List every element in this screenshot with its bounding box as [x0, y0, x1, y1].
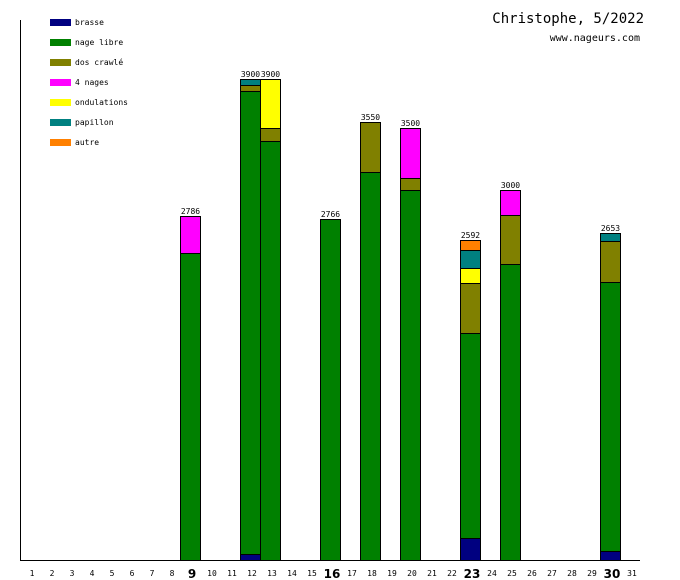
x-tick-label: 20	[407, 569, 417, 578]
bar-segment-day9-4-nages	[180, 216, 201, 254]
x-tick-label: 26	[527, 569, 537, 578]
legend-swatch-dos-crawlé	[50, 59, 71, 66]
legend-label: papillon	[75, 118, 114, 127]
data-label-day13: 3900	[261, 70, 280, 79]
legend-swatch-brasse	[50, 19, 71, 26]
data-label-day16: 2766	[321, 210, 340, 219]
x-tick-label: 21	[427, 569, 437, 578]
legend: brasse nage libre dos crawlé 4 nages ondulat…	[50, 18, 128, 147]
x-tick-label: 6	[130, 569, 135, 578]
bar-segment-day20-nage-libre	[400, 190, 421, 561]
x-tick-label: 12	[247, 569, 257, 578]
bar-segment-day30-papillon	[600, 233, 621, 242]
bar-segment-day18-dos-crawlé	[360, 122, 381, 173]
bar-segment-day16-nage-libre	[320, 219, 341, 561]
x-tick-label: 15	[307, 569, 317, 578]
bar-segment-day25-nage-libre	[500, 264, 521, 561]
bar-segment-day12-papillon	[240, 79, 261, 86]
legend-swatch-autre	[50, 139, 71, 146]
bar-segment-day30-brasse	[600, 551, 621, 561]
bar-segment-day25-dos-crawlé	[500, 215, 521, 265]
data-label-day9: 2786	[181, 207, 200, 216]
x-tick-label: 18	[367, 569, 377, 578]
x-tick-label: 9	[188, 567, 196, 580]
x-tick-labels: 1 2 3 4 5 6 7 8 9 10 11 12 13 14 15 16 17 18 19 20 21 22 23 24 2…	[30, 567, 637, 580]
x-tick-label: 1	[30, 569, 35, 578]
data-label-day20: 3500	[401, 119, 420, 128]
bar-segment-day12-dos-crawlé	[240, 85, 261, 92]
bar-segment-day12-nage-libre	[240, 91, 261, 555]
x-tick-label: 13	[267, 569, 277, 578]
bar-segment-day23-brasse	[460, 538, 481, 561]
x-tick-label: 25	[507, 569, 517, 578]
bar-segment-day23-dos-crawlé	[460, 283, 481, 334]
legend-swatch-4-nages	[50, 79, 71, 86]
x-tick-label: 3	[70, 569, 75, 578]
x-tick-label: 31	[627, 569, 637, 578]
data-label-day23: 2592	[461, 231, 480, 240]
bar-segment-day12-brasse	[240, 554, 261, 561]
bars-layer	[180, 79, 621, 561]
x-tick-label: 2	[50, 569, 55, 578]
data-label-day18: 3550	[361, 113, 380, 122]
data-label-day12: 3900	[241, 70, 260, 79]
bar-segment-day13-dos-crawlé	[260, 128, 281, 142]
x-tick-label: 5	[110, 569, 115, 578]
bar-segment-day23-papillon	[460, 250, 481, 269]
bar-segment-day30-nage-libre	[600, 282, 621, 552]
x-tick-label: 7	[150, 569, 155, 578]
x-tick-label: 8	[170, 569, 175, 578]
data-label-day25: 3000	[501, 181, 520, 190]
legend-label: dos crawlé	[75, 57, 123, 67]
chart-title: Christophe, 5/2022	[492, 11, 644, 27]
bar-segment-day30-dos-crawlé	[600, 241, 621, 283]
bar-segment-day23-autre	[460, 240, 481, 251]
x-tick-label: 27	[547, 569, 557, 578]
data-label-day30: 2653	[601, 224, 620, 233]
legend-swatch-nage-libre	[50, 39, 71, 46]
x-tick-label: 4	[90, 569, 95, 578]
x-tick-label: 11	[227, 569, 237, 578]
x-tick-label: 17	[347, 569, 357, 578]
x-tick-label: 30	[604, 567, 621, 580]
legend-label: autre	[75, 138, 99, 147]
legend-swatch-papillon	[50, 119, 71, 126]
bar-segment-day20-dos-crawlé	[400, 178, 421, 191]
chart-subtitle: www.nageurs.com	[550, 33, 640, 44]
legend-label: 4 nages	[75, 78, 109, 87]
x-tick-label: 23	[464, 567, 481, 580]
x-tick-label: 14	[287, 569, 297, 578]
bar-segment-day20-4-nages	[400, 128, 421, 179]
x-tick-label: 10	[207, 569, 217, 578]
legend-label: ondulations	[75, 98, 128, 107]
x-tick-label: 29	[587, 569, 597, 578]
x-tick-label: 28	[567, 569, 577, 578]
legend-swatch-ondulations	[50, 99, 71, 106]
x-tick-label: 22	[447, 569, 457, 578]
bar-segment-day23-ondulations	[460, 268, 481, 284]
bar-segment-day18-nage-libre	[360, 172, 381, 561]
bar-segment-day13-nage-libre	[260, 141, 281, 561]
bar-segment-day9-nage-libre	[180, 253, 201, 561]
x-tick-label: 16	[324, 567, 341, 580]
legend-label: brasse	[75, 18, 104, 27]
legend-label: nage libre	[75, 38, 123, 47]
bar-segment-day13-ondulations	[260, 79, 281, 129]
bar-segment-day25-4-nages	[500, 190, 521, 216]
x-tick-label: 24	[487, 569, 497, 578]
bar-segment-day23-nage-libre	[460, 333, 481, 539]
data-labels: 2786 3900 3900 2766 3550 3500 2592 3000 2653	[181, 70, 620, 240]
x-tick-label: 19	[387, 569, 397, 578]
